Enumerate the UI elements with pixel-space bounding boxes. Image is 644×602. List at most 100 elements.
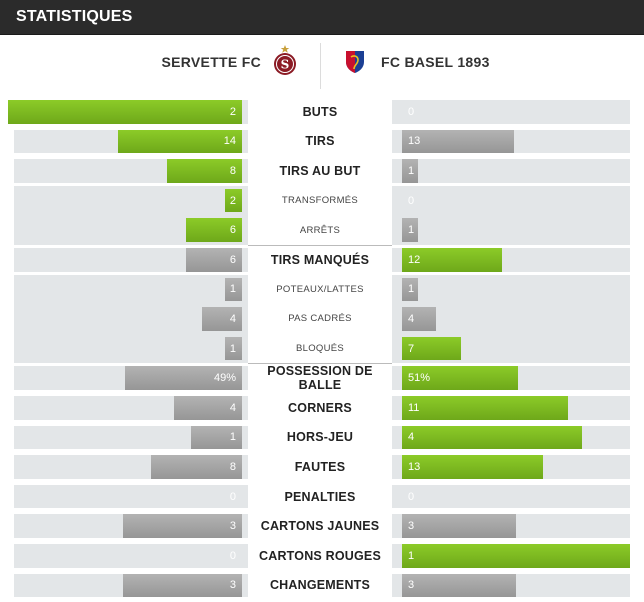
away-stat-value: 51%	[408, 372, 431, 385]
away-stat-value: 0	[408, 105, 415, 118]
away-stat-value: 11	[408, 401, 420, 414]
away-stat-bar: 1	[402, 159, 418, 183]
stat-row: ARRÊTS 6 1	[0, 215, 644, 245]
home-stat-bar: 3	[122, 514, 242, 538]
stat-label: ARRÊTS	[299, 224, 341, 236]
stat-label: POSSESSION DE BALLE	[267, 364, 373, 393]
away-stat-bar: 4	[402, 425, 583, 450]
stat-label-box: CARTONS JAUNES	[248, 514, 392, 538]
away-stat-bar: 4	[402, 307, 437, 331]
stat-row: PENALTIES 0 0	[0, 482, 644, 512]
home-stat-value: 8	[229, 460, 236, 473]
home-stat-bar: 14	[117, 129, 242, 154]
away-stat-value: 0	[408, 194, 415, 207]
away-stat-value: 3	[408, 520, 415, 533]
away-stat-value: 1	[408, 164, 415, 177]
stat-label: CARTONS JAUNES	[260, 519, 380, 534]
home-stat-value: 49%	[213, 372, 236, 385]
stat-row: PAS CADRÉS 4 4	[0, 304, 644, 334]
home-stat-value: 4	[229, 312, 236, 325]
away-stat-value: 7	[408, 342, 415, 355]
away-stat-bar: 11	[402, 396, 569, 420]
stats-header: STATISTIQUES	[0, 0, 644, 35]
stat-label: CHANGEMENTS	[269, 578, 371, 593]
stat-label: TRANSFORMÉS	[281, 195, 359, 207]
stat-row: CHANGEMENTS 3 3	[0, 571, 644, 601]
away-stat-bar: 1	[402, 218, 418, 242]
stat-label-box: POTEAUX/LATTES	[248, 274, 392, 305]
stat-row: POTEAUX/LATTES 1 1	[0, 274, 644, 305]
row-separator	[248, 245, 392, 246]
home-stat-bar: 6	[185, 248, 242, 272]
away-stat-bar: 51%	[402, 366, 519, 390]
home-stat-bar: 2	[8, 100, 242, 124]
home-stat-value: 3	[229, 579, 236, 592]
away-stat-bar: 3	[402, 514, 516, 538]
home-stat-bar: 49%	[125, 366, 242, 390]
home-stat-value: 0	[229, 549, 236, 562]
away-stat-value: 0	[408, 490, 415, 503]
stat-label-box: CARTONS ROUGES	[248, 544, 392, 568]
stat-row: FAUTES 8 13	[0, 452, 644, 482]
home-stat-value: 8	[229, 164, 236, 177]
home-stat-bar: 8	[167, 159, 242, 183]
svg-text:S: S	[281, 58, 290, 72]
stat-label-box: FAUTES	[248, 455, 392, 479]
stat-label-box: BLOQUÉS	[248, 333, 392, 364]
away-stat-bar: 0	[402, 189, 422, 213]
teams-bar: SERVETTE FC S FC BASEL 1893	[0, 35, 644, 97]
stat-label: BLOQUÉS	[295, 343, 345, 355]
away-stat-bar: 0	[402, 485, 422, 509]
away-stat-value: 12	[408, 253, 421, 266]
home-stat-bar: 1	[190, 425, 242, 450]
stat-label: POTEAUX/LATTES	[276, 283, 364, 295]
home-stat-bar: 2	[225, 188, 242, 213]
away-stat-bar: 1	[402, 277, 418, 302]
stat-row: TRANSFORMÉS 2 0	[0, 185, 644, 216]
basel-crest-icon[interactable]	[345, 50, 365, 74]
stat-row: CARTONS JAUNES 3 3	[0, 511, 644, 541]
home-stat-bar: 0	[222, 485, 242, 509]
stat-label-box: CHANGEMENTS	[248, 573, 392, 598]
home-stat-value: 2	[229, 105, 236, 118]
stat-label: FAUTES	[294, 459, 346, 474]
away-stat-bar: 12	[402, 248, 503, 272]
stat-label-box: ARRÊTS	[248, 215, 392, 245]
stat-row: CORNERS 4 11	[0, 393, 644, 423]
stat-label: PENALTIES	[284, 489, 356, 504]
away-stat-bar: 13	[402, 455, 544, 479]
row-separator	[248, 363, 392, 365]
home-stat-bar: 3	[122, 573, 242, 598]
home-stat-bar: 1	[225, 336, 242, 361]
stat-row: POSSESSION DE BALLE 49% 51%	[0, 363, 644, 393]
stat-label-box: BUTS	[248, 100, 392, 124]
away-stat-bar: 13	[402, 129, 514, 154]
away-stat-bar: 0	[402, 100, 422, 124]
stat-label: PAS CADRÉS	[288, 313, 352, 325]
stat-label: TIRS MANQUÉS	[270, 252, 370, 267]
stat-row: TIRS 14 13	[0, 127, 644, 157]
stat-row: CARTONS ROUGES 0 1	[0, 541, 644, 571]
stat-label-box: POSSESSION DE BALLE	[248, 364, 392, 393]
away-stat-value: 4	[408, 431, 415, 444]
away-stat-value: 1	[408, 224, 415, 237]
team-divider	[320, 43, 321, 89]
stat-label: HORS-JEU	[286, 430, 354, 445]
away-team-name[interactable]: FC BASEL 1893	[381, 54, 490, 70]
stat-label-box: TIRS MANQUÉS	[248, 248, 392, 272]
servette-crest-icon[interactable]: S	[272, 44, 298, 76]
stat-row: TIRS AU BUT 8 1	[0, 156, 644, 186]
stat-row: TIRS MANQUÉS 6 12	[0, 245, 644, 275]
stat-label-box: TIRS AU BUT	[248, 159, 392, 183]
home-stat-value: 6	[229, 253, 236, 266]
home-team-name[interactable]: SERVETTE FC	[161, 54, 261, 70]
stat-label: TIRS AU BUT	[279, 163, 361, 178]
away-stat-value: 13	[408, 135, 421, 148]
home-stat-value: 1	[229, 342, 236, 355]
home-stat-value: 3	[229, 520, 236, 533]
stat-label-box: PENALTIES	[248, 484, 392, 509]
stat-label-box: HORS-JEU	[248, 425, 392, 450]
stat-label: CARTONS ROUGES	[258, 548, 382, 563]
away-stat-value: 13	[408, 460, 421, 473]
home-stat-value: 6	[229, 224, 236, 237]
